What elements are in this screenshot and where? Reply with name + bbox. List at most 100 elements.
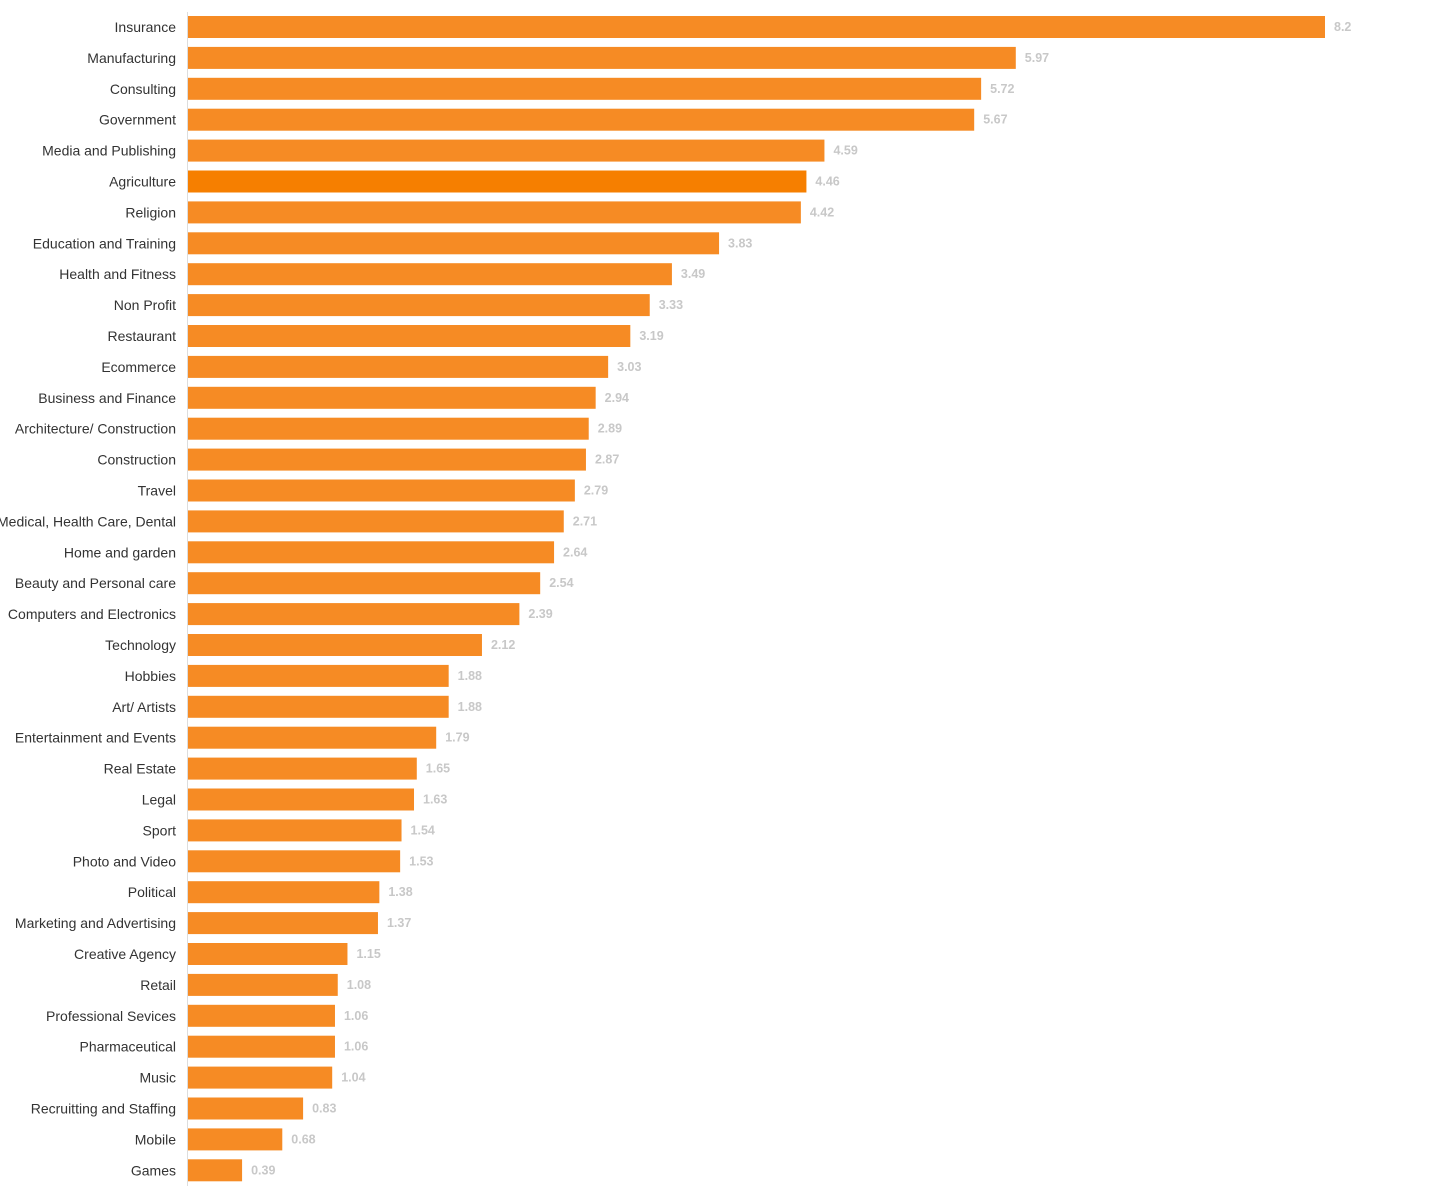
bar[interactable] <box>188 881 380 904</box>
category-tick-label: Art/ Artists <box>112 699 176 715</box>
bar[interactable] <box>188 417 589 440</box>
bar[interactable] <box>188 850 401 873</box>
bar-value-label: 5.67 <box>983 113 1007 127</box>
bar-row: Health and Fitness 3.49 <box>59 263 705 286</box>
bar-row: Beauty and Personal care 2.54 <box>15 572 574 595</box>
bar[interactable] <box>188 912 378 935</box>
category-tick-label: Mobile <box>135 1131 176 1147</box>
bar-value-label: 0.68 <box>291 1132 315 1146</box>
bar-row: Mobile 0.68 <box>135 1128 316 1151</box>
category-tick-label: Real Estate <box>104 761 177 777</box>
bar[interactable] <box>188 77 982 100</box>
bar[interactable] <box>188 108 975 131</box>
bar-row: Political 1.38 <box>128 881 413 904</box>
bar[interactable] <box>188 603 520 626</box>
bar-row: Religion 4.42 <box>125 201 834 224</box>
bar-row: Non Profit 3.33 <box>114 294 683 317</box>
bar[interactable] <box>188 1066 333 1089</box>
category-tick-label: Restaurant <box>108 328 177 344</box>
bar[interactable] <box>188 819 402 842</box>
category-tick-label: Government <box>99 112 176 128</box>
bar[interactable] <box>188 1004 335 1027</box>
bar-row: Manufacturing 5.97 <box>87 46 1049 69</box>
bar[interactable] <box>188 139 825 162</box>
bar-value-label: 2.64 <box>563 545 587 559</box>
bar[interactable] <box>188 479 575 502</box>
bar-value-label: 0.39 <box>251 1163 275 1177</box>
bar-row: Marketing and Advertising 1.37 <box>15 912 411 935</box>
category-tick-label: Home and garden <box>64 544 176 560</box>
bar[interactable] <box>188 943 348 965</box>
bar-value-label: 2.79 <box>584 484 608 498</box>
bar-value-label: 2.12 <box>491 638 515 652</box>
category-tick-label: Political <box>128 884 176 900</box>
bar[interactable] <box>188 232 720 255</box>
bar-value-label: 1.04 <box>341 1071 365 1085</box>
bar-value-label: 2.89 <box>598 422 622 436</box>
bar-value-label: 3.19 <box>639 329 663 343</box>
bar-row: Music 1.04 <box>139 1066 366 1089</box>
bar-row: Games 0.39 <box>131 1159 275 1182</box>
bar[interactable] <box>188 664 449 687</box>
category-tick-label: Media and Publishing <box>42 143 176 159</box>
category-tick-label: Medical, Health Care, Dental <box>0 513 176 529</box>
bar[interactable] <box>188 263 672 286</box>
category-tick-label: Entertainment and Events <box>15 730 176 746</box>
bar-row: Agriculture 4.46 <box>109 170 840 193</box>
category-tick-label: Beauty and Personal care <box>15 575 176 591</box>
bar[interactable] <box>188 757 417 780</box>
bar[interactable] <box>188 294 650 317</box>
bar-value-label: 3.33 <box>659 298 683 312</box>
bar-value-label: 1.88 <box>458 700 482 714</box>
category-tick-label: Business and Finance <box>38 390 176 406</box>
bar-value-label: 2.54 <box>549 576 573 590</box>
bar-value-label: 3.49 <box>681 267 705 281</box>
bar-row: Professional Sevices 1.06 <box>46 1004 368 1027</box>
bar[interactable] <box>188 201 801 224</box>
bar-row: Business and Finance 2.94 <box>38 386 629 409</box>
bar-row: Education and Training 3.83 <box>33 232 752 255</box>
bar[interactable] <box>188 973 338 996</box>
category-tick-label: Creative Agency <box>74 946 176 962</box>
bar-row: Photo and Video 1.53 <box>73 850 434 873</box>
category-tick-label: Retail <box>140 977 176 993</box>
bar[interactable] <box>188 170 807 193</box>
bar[interactable] <box>188 46 1016 69</box>
bar-value-label: 2.71 <box>573 514 597 528</box>
bar-row: Home and garden 2.64 <box>64 541 587 564</box>
bar-row: Retail 1.08 <box>140 973 371 996</box>
category-tick-label: Health and Fitness <box>59 266 176 282</box>
bar-value-label: 2.39 <box>528 607 552 621</box>
bar[interactable] <box>188 788 415 811</box>
bar-row: Architecture/ Construction 2.89 <box>15 417 622 440</box>
bar-value-label: 1.88 <box>458 669 482 683</box>
bar[interactable] <box>188 16 1325 38</box>
bar[interactable] <box>188 510 564 533</box>
bar[interactable] <box>188 541 555 564</box>
bar-row: Consulting 5.72 <box>110 77 1015 100</box>
bar-row: Travel 2.79 <box>138 479 608 502</box>
bar-value-label: 4.59 <box>833 144 857 158</box>
bar[interactable] <box>188 355 609 378</box>
category-tick-label: Travel <box>138 483 176 499</box>
bar[interactable] <box>188 572 541 595</box>
bar-value-label: 1.54 <box>411 823 435 837</box>
category-tick-label: Recruitting and Staffing <box>31 1101 176 1117</box>
bar-value-label: 3.83 <box>728 236 752 250</box>
bar[interactable] <box>188 1159 243 1182</box>
bar[interactable] <box>188 386 596 409</box>
bar[interactable] <box>188 325 631 347</box>
bar[interactable] <box>188 1097 304 1120</box>
bar[interactable] <box>188 1128 283 1151</box>
bar[interactable] <box>188 726 437 749</box>
bar[interactable] <box>188 1035 335 1058</box>
category-tick-label: Sport <box>143 822 177 838</box>
category-tick-label: Hobbies <box>125 668 176 684</box>
bar-value-label: 1.65 <box>426 762 450 776</box>
category-tick-label: Games <box>131 1162 176 1178</box>
bar[interactable] <box>188 634 482 656</box>
bar[interactable] <box>188 695 449 718</box>
category-tick-label: Consulting <box>110 81 176 97</box>
bar[interactable] <box>188 448 586 471</box>
